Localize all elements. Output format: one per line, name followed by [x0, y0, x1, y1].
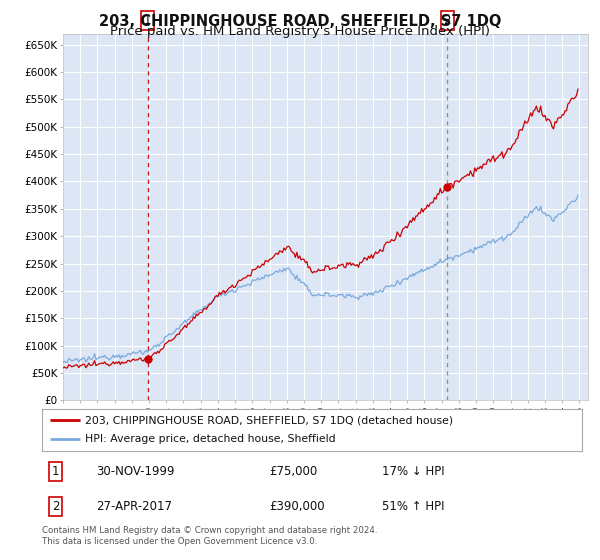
Text: HPI: Average price, detached house, Sheffield: HPI: Average price, detached house, Shef… — [85, 435, 336, 445]
Text: £390,000: £390,000 — [269, 500, 325, 512]
Text: Price paid vs. HM Land Registry's House Price Index (HPI): Price paid vs. HM Land Registry's House … — [110, 25, 490, 38]
Text: 1: 1 — [52, 465, 59, 478]
Text: 2: 2 — [52, 500, 59, 512]
Text: 51% ↑ HPI: 51% ↑ HPI — [382, 500, 445, 512]
Text: 17% ↓ HPI: 17% ↓ HPI — [382, 465, 445, 478]
Text: 1: 1 — [144, 13, 151, 27]
Text: 203, CHIPPINGHOUSE ROAD, SHEFFIELD, S7 1DQ (detached house): 203, CHIPPINGHOUSE ROAD, SHEFFIELD, S7 1… — [85, 415, 454, 425]
Text: 27-APR-2017: 27-APR-2017 — [96, 500, 172, 512]
Text: £75,000: £75,000 — [269, 465, 317, 478]
Text: Contains HM Land Registry data © Crown copyright and database right 2024.
This d: Contains HM Land Registry data © Crown c… — [42, 526, 377, 546]
Text: 2: 2 — [443, 13, 451, 27]
Text: 30-NOV-1999: 30-NOV-1999 — [96, 465, 175, 478]
Text: 203, CHIPPINGHOUSE ROAD, SHEFFIELD, S7 1DQ: 203, CHIPPINGHOUSE ROAD, SHEFFIELD, S7 1… — [99, 14, 501, 29]
